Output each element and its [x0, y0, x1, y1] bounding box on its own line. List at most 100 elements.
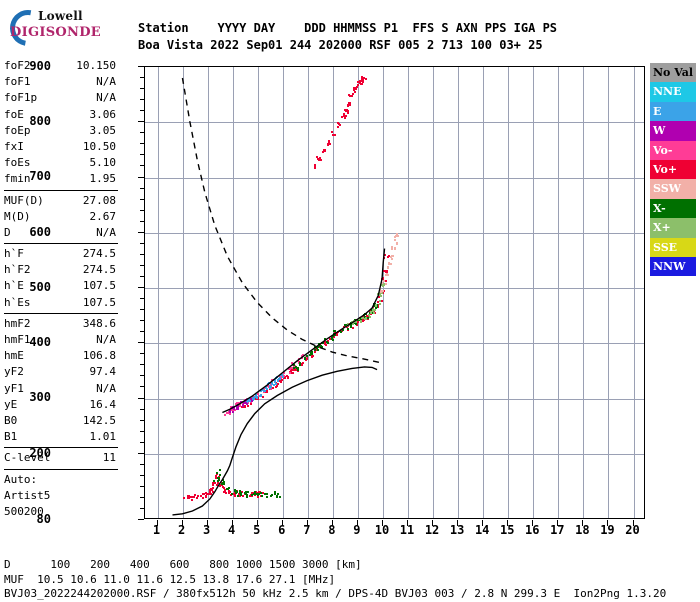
param-key: foF1p — [4, 91, 38, 105]
param-key: C-level — [4, 451, 51, 465]
ionogram-plot[interactable] — [144, 66, 645, 519]
legend-item-w[interactable]: W — [650, 121, 696, 141]
y-axis-minor-tick — [140, 165, 144, 167]
data-point — [274, 491, 277, 494]
data-point — [257, 397, 260, 400]
x-axis-tick — [181, 520, 183, 526]
y-axis-minor-tick — [140, 209, 144, 211]
data-point — [379, 294, 382, 297]
data-point — [236, 405, 239, 408]
data-point — [378, 300, 381, 303]
data-point — [314, 163, 317, 166]
param-key: fxI — [4, 139, 24, 153]
data-point — [282, 372, 285, 374]
data-point — [362, 81, 365, 84]
data-point — [261, 395, 264, 398]
y-axis-minor-tick — [140, 298, 144, 299]
data-point — [249, 494, 252, 497]
x-axis-tick — [482, 520, 484, 526]
param-key: h`F2 — [4, 263, 31, 277]
data-point — [210, 487, 213, 490]
gridline-vertical — [357, 67, 359, 518]
data-point — [326, 341, 329, 344]
data-point — [394, 238, 396, 241]
data-point — [297, 360, 300, 363]
data-point — [286, 376, 289, 379]
legend-item-nnw[interactable]: NNW — [650, 256, 696, 277]
param-row-clevel: C-level 11 — [4, 450, 118, 466]
param-row-fof1: foF1 N/A — [4, 74, 118, 90]
y-axis-minor-tick — [140, 364, 144, 366]
data-point — [331, 336, 334, 339]
data-point — [290, 372, 293, 375]
data-point — [279, 376, 282, 379]
data-point — [271, 381, 274, 384]
param-value: 107.5 — [82, 295, 116, 309]
param-divider — [4, 189, 118, 191]
gridline-vertical — [508, 67, 510, 518]
data-point — [342, 113, 345, 116]
data-point — [245, 491, 248, 494]
y-axis-minor-tick — [140, 320, 144, 322]
data-point — [372, 311, 374, 314]
legend-item-e[interactable]: E — [650, 101, 696, 122]
data-point — [261, 495, 263, 498]
gridline-vertical — [608, 67, 610, 518]
data-point — [349, 325, 352, 328]
param-value: 97.4 — [89, 365, 117, 379]
legend-item-sse[interactable]: SSE — [650, 237, 696, 257]
data-point — [326, 143, 329, 146]
data-point — [277, 493, 280, 496]
legend-item-noval[interactable]: No Val — [650, 63, 696, 83]
data-point — [252, 398, 255, 401]
legend-item-nne[interactable]: NNE — [650, 82, 696, 102]
gridline-horizontal — [145, 177, 644, 179]
y-axis-label: 200 — [29, 445, 51, 460]
y-axis-minor-tick — [140, 77, 144, 78]
param-key: fmin — [4, 172, 31, 186]
data-point — [250, 494, 253, 497]
data-point — [391, 245, 394, 248]
param-value: N/A — [96, 75, 116, 89]
param-key: yF1 — [4, 381, 24, 395]
x-axis-label: 14 — [474, 523, 490, 537]
data-point — [191, 495, 194, 498]
param-value: 5.10 — [89, 156, 117, 170]
data-point — [302, 353, 305, 356]
data-point — [387, 255, 390, 258]
y-axis-minor-tick — [140, 220, 144, 222]
data-point — [336, 125, 339, 128]
data-point — [211, 487, 214, 490]
legend-item-vo[interactable]: Vo+ — [650, 159, 696, 180]
x-axis-label: 7 — [303, 523, 311, 537]
data-point — [229, 410, 232, 413]
data-point — [344, 109, 347, 112]
legend-item-vo[interactable]: Vo- — [650, 140, 696, 160]
data-point — [209, 489, 212, 491]
param-key: foF1 — [4, 75, 31, 89]
data-point — [315, 155, 318, 158]
y-axis-minor-tick — [140, 99, 144, 101]
data-point — [348, 94, 351, 96]
param-row-hf2: h`F2 274.5 — [4, 262, 118, 278]
param-row-b0: B0 142.5 — [4, 413, 118, 429]
y-axis-tick — [138, 342, 144, 344]
data-point — [249, 403, 252, 405]
gridline-horizontal — [145, 288, 644, 289]
data-point — [297, 367, 300, 370]
data-point — [224, 491, 227, 494]
data-point — [269, 387, 272, 390]
legend-item-ssw[interactable]: SSW — [650, 179, 696, 199]
data-point — [247, 400, 249, 403]
legend-item-x[interactable]: X+ — [650, 218, 696, 238]
data-point — [257, 392, 260, 395]
param-row-fof2: foF2 10.150 — [4, 58, 118, 74]
data-point — [358, 81, 361, 84]
direction-legend[interactable]: No Val NNE E W Vo- Vo+ SSW X- X+ SSE NNW — [650, 63, 696, 277]
data-point — [382, 277, 385, 279]
legend-item-x[interactable]: X- — [650, 198, 696, 219]
data-point — [352, 88, 355, 91]
x-axis-label: 20 — [625, 523, 640, 537]
y-axis-minor-tick — [140, 242, 144, 244]
data-point — [291, 362, 294, 364]
